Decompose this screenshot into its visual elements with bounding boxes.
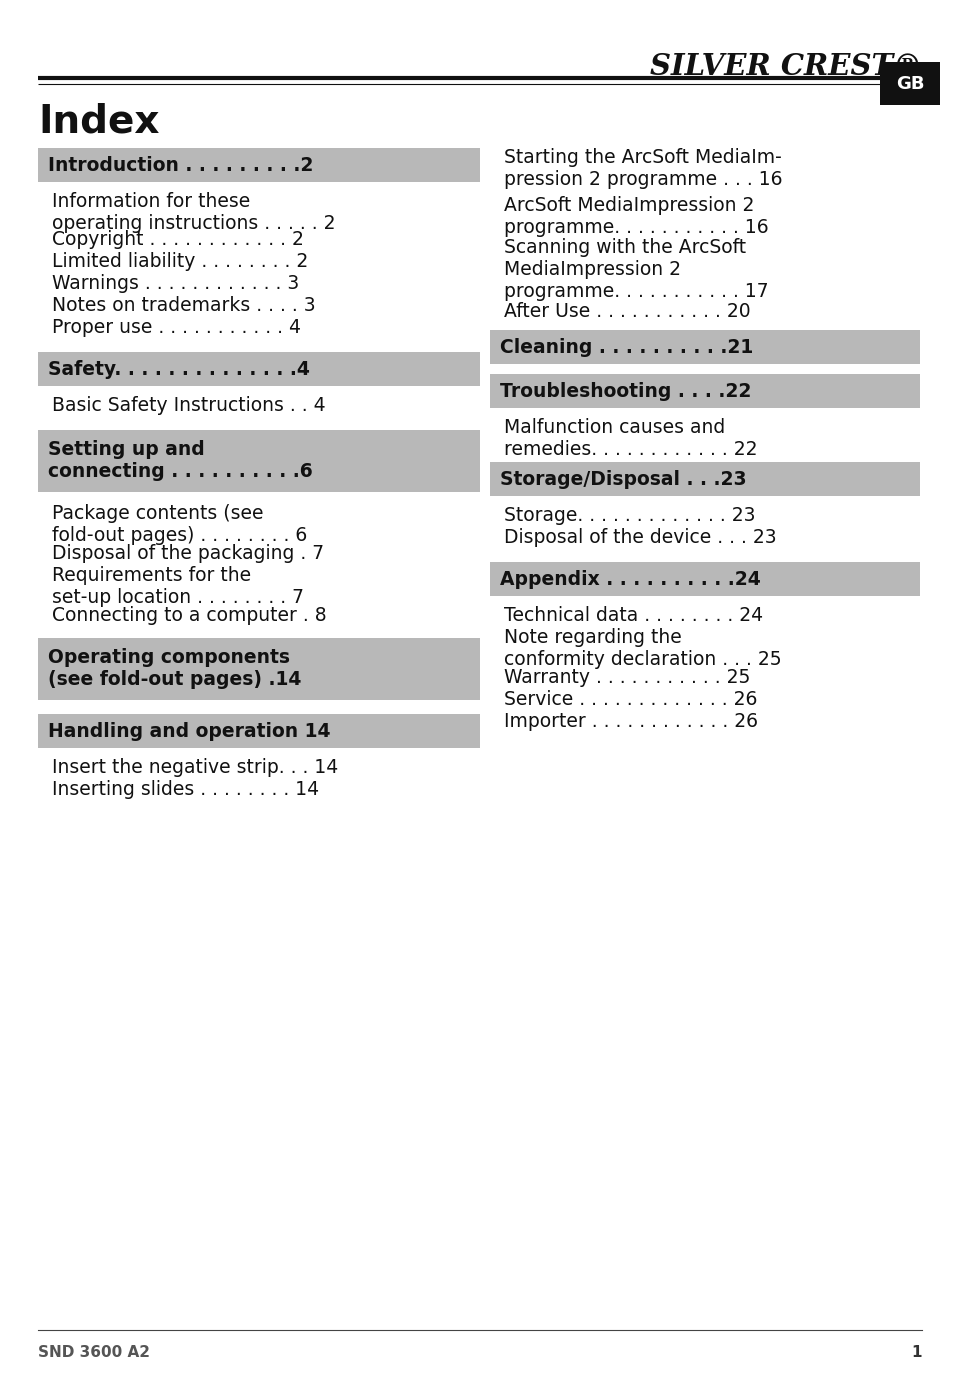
Text: After Use . . . . . . . . . . . 20: After Use . . . . . . . . . . . 20 [504, 302, 751, 320]
Text: Troubleshooting . . . .22: Troubleshooting . . . .22 [500, 381, 752, 400]
Text: MediaImpression 2: MediaImpression 2 [504, 260, 681, 279]
Text: Requirements for the: Requirements for the [52, 566, 252, 586]
Text: Importer . . . . . . . . . . . . 26: Importer . . . . . . . . . . . . 26 [504, 713, 758, 731]
Text: SND 3600 A2: SND 3600 A2 [38, 1345, 150, 1360]
Text: (see fold-out pages) .14: (see fold-out pages) .14 [48, 670, 301, 689]
Text: ArcSoft MediaImpression 2: ArcSoft MediaImpression 2 [504, 196, 755, 215]
Text: Disposal of the packaging . 7: Disposal of the packaging . 7 [52, 544, 324, 563]
Text: Package contents (see: Package contents (see [52, 504, 263, 523]
Text: Service . . . . . . . . . . . . . 26: Service . . . . . . . . . . . . . 26 [504, 690, 757, 708]
Text: programme. . . . . . . . . . . 17: programme. . . . . . . . . . . 17 [504, 282, 769, 301]
Text: Insert the negative strip. . . 14: Insert the negative strip. . . 14 [52, 758, 338, 778]
Text: Starting the ArcSoft MediaIm-: Starting the ArcSoft MediaIm- [504, 148, 781, 167]
Text: Copyright . . . . . . . . . . . . 2: Copyright . . . . . . . . . . . . 2 [52, 231, 304, 249]
Text: SILVER CREST®: SILVER CREST® [650, 52, 922, 81]
Text: Connecting to a computer . 8: Connecting to a computer . 8 [52, 606, 326, 626]
Text: operating instructions . . . . . 2: operating instructions . . . . . 2 [52, 214, 335, 233]
Bar [38, 714, 480, 749]
Text: Warnings . . . . . . . . . . . . 3: Warnings . . . . . . . . . . . . 3 [52, 273, 300, 293]
Text: Limited liability . . . . . . . . 2: Limited liability . . . . . . . . 2 [52, 251, 308, 271]
Text: Malfunction causes and: Malfunction causes and [504, 418, 725, 436]
Text: Cleaning . . . . . . . . . .21: Cleaning . . . . . . . . . .21 [500, 337, 754, 356]
Text: Appendix . . . . . . . . . .24: Appendix . . . . . . . . . .24 [500, 569, 760, 588]
Text: Information for these: Information for these [52, 192, 251, 211]
Bar [490, 330, 920, 365]
Text: Operating components: Operating components [48, 648, 290, 667]
Text: pression 2 programme . . . 16: pression 2 programme . . . 16 [504, 170, 782, 189]
Bar [38, 638, 480, 700]
Text: 1: 1 [911, 1345, 922, 1360]
Bar [490, 562, 920, 597]
Text: conformity declaration . . . 25: conformity declaration . . . 25 [504, 650, 781, 668]
Text: Storage/Disposal . . .23: Storage/Disposal . . .23 [500, 470, 747, 489]
Bar [490, 463, 920, 496]
Text: set-up location . . . . . . . . 7: set-up location . . . . . . . . 7 [52, 588, 304, 608]
Text: remedies. . . . . . . . . . . . 22: remedies. . . . . . . . . . . . 22 [504, 441, 757, 458]
Text: Warranty . . . . . . . . . . . 25: Warranty . . . . . . . . . . . 25 [504, 668, 751, 686]
Text: Notes on trademarks . . . . 3: Notes on trademarks . . . . 3 [52, 296, 316, 315]
Text: Storage. . . . . . . . . . . . . 23: Storage. . . . . . . . . . . . . 23 [504, 505, 756, 525]
Bar [38, 352, 480, 387]
Text: Scanning with the ArcSoft: Scanning with the ArcSoft [504, 238, 746, 257]
Text: Safety. . . . . . . . . . . . . .4: Safety. . . . . . . . . . . . . .4 [48, 359, 310, 378]
Text: programme. . . . . . . . . . . 16: programme. . . . . . . . . . . 16 [504, 218, 769, 238]
Text: Introduction . . . . . . . . .2: Introduction . . . . . . . . .2 [48, 156, 313, 174]
Text: Index: Index [38, 102, 159, 139]
Text: connecting . . . . . . . . . .6: connecting . . . . . . . . . .6 [48, 463, 313, 481]
Text: Note regarding the: Note regarding the [504, 628, 682, 648]
Text: Technical data . . . . . . . . 24: Technical data . . . . . . . . 24 [504, 606, 763, 626]
Bar [880, 62, 940, 105]
Bar [490, 374, 920, 407]
Text: Proper use . . . . . . . . . . . 4: Proper use . . . . . . . . . . . 4 [52, 318, 301, 337]
Text: Disposal of the device . . . 23: Disposal of the device . . . 23 [504, 528, 777, 547]
Bar [38, 429, 480, 492]
Text: GB: GB [896, 75, 924, 93]
Text: Inserting slides . . . . . . . . 14: Inserting slides . . . . . . . . 14 [52, 780, 319, 800]
Text: Setting up and: Setting up and [48, 441, 204, 458]
Bar [38, 148, 480, 182]
Text: Handling and operation 14: Handling and operation 14 [48, 721, 330, 740]
Text: Basic Safety Instructions . . 4: Basic Safety Instructions . . 4 [52, 396, 325, 416]
Text: fold-out pages) . . . . . . . . 6: fold-out pages) . . . . . . . . 6 [52, 526, 307, 545]
